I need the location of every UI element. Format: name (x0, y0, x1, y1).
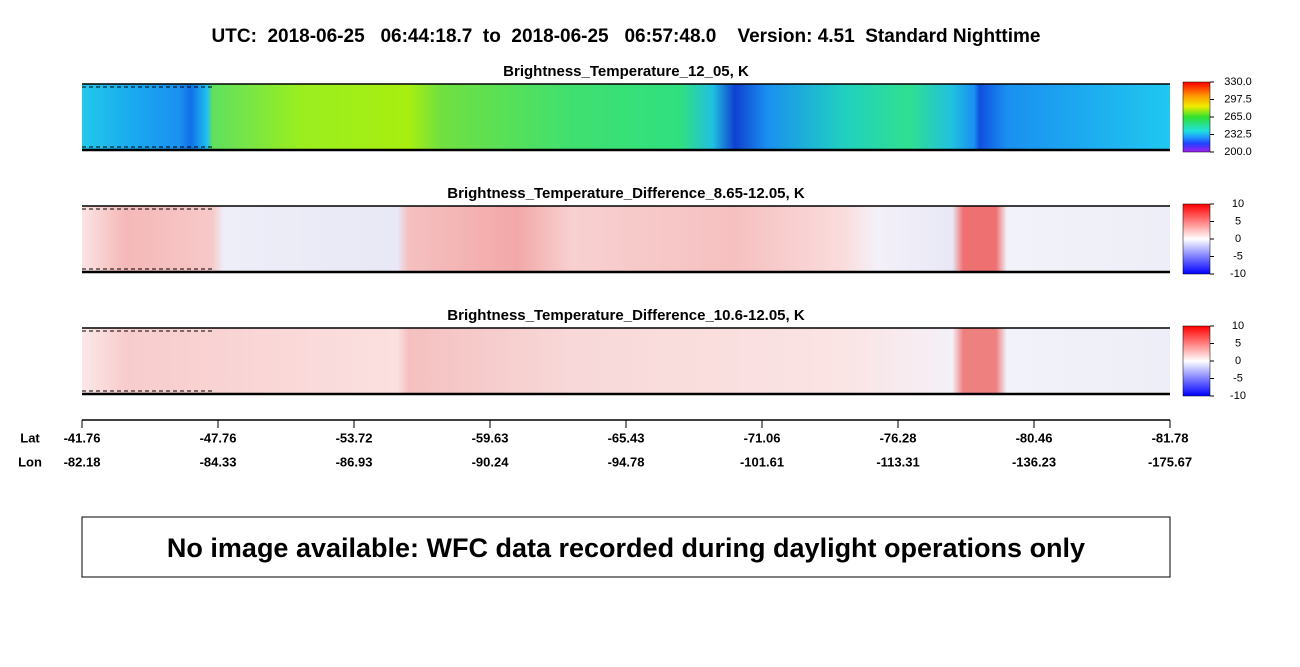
message-box (81, 516, 1171, 578)
colorbar-label: 297.5 (1224, 93, 1252, 105)
colorbar-label: 232.5 (1224, 128, 1252, 140)
lon-label: -90.24 (472, 454, 510, 469)
colorbar-label: 5 (1235, 337, 1241, 349)
panel-title: Brightness_Temperature_Difference_8.65-1… (447, 185, 805, 202)
axis-row-label: Lat (20, 430, 40, 445)
colorbar (1182, 81, 1211, 153)
colorbar (1182, 203, 1211, 275)
lat-label: -81.78 (1152, 430, 1189, 445)
lon-label: -86.93 (336, 454, 373, 469)
swath-image (82, 84, 1170, 150)
colorbar-label: 200.0 (1224, 146, 1252, 158)
lat-label: -71.06 (744, 430, 781, 445)
lon-label: -82.18 (64, 454, 101, 469)
axis-row-label: Lon (18, 454, 42, 469)
colorbar-label: -5 (1233, 372, 1243, 384)
colorbar-label: 10 (1232, 320, 1244, 332)
colorbar-label: 10 (1232, 198, 1244, 210)
lon-label: -113.31 (876, 454, 919, 469)
lat-label: -59.63 (472, 430, 509, 445)
lon-label: -94.78 (608, 454, 645, 469)
message: No image available: WFC data recorded du… (167, 533, 1085, 563)
swath-image (82, 206, 1170, 272)
lat-label: -47.76 (200, 430, 237, 445)
lat-label: -76.28 (880, 430, 917, 445)
colorbar-label: 0 (1235, 233, 1241, 245)
colorbar-label: 0 (1235, 355, 1241, 367)
lon-label: -84.33 (200, 454, 237, 469)
lat-label: -41.76 (64, 430, 101, 445)
lon-label: -136.23 (1012, 454, 1056, 469)
colorbar-label: -10 (1230, 268, 1246, 280)
lat-label: -65.43 (608, 430, 645, 445)
colorbar-label: 330.0 (1224, 76, 1252, 88)
colorbar (1182, 325, 1211, 397)
swath-image (82, 328, 1170, 394)
lon-label: -175.67 (1148, 454, 1192, 469)
colorbar-label: 265.0 (1224, 111, 1252, 123)
colorbar-label: -10 (1230, 390, 1246, 402)
lat-label: -53.72 (336, 430, 373, 445)
lon-label: -101.61 (740, 454, 784, 469)
panel-title: Brightness_Temperature_Difference_10.6-1… (447, 307, 805, 324)
lat-label: -80.46 (1016, 430, 1053, 445)
colorbar-label: 5 (1235, 215, 1241, 227)
page-title: UTC: 2018-06-25 06:44:18.7 to 2018-06-25… (212, 26, 1041, 47)
panel-title: Brightness_Temperature_12_05, K (503, 63, 749, 80)
colorbar-label: -5 (1233, 250, 1243, 262)
